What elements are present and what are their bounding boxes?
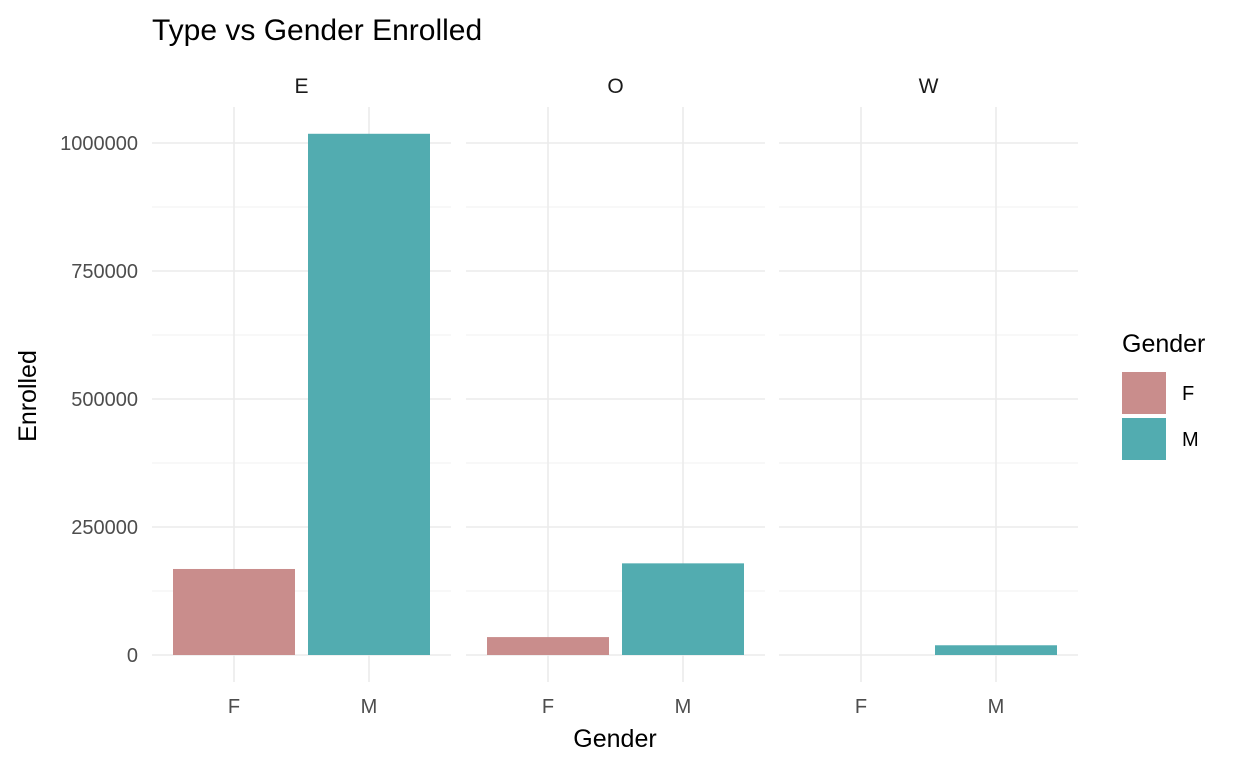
legend-title: Gender bbox=[1122, 330, 1205, 358]
facet-label-O: O bbox=[607, 75, 623, 98]
bar-O-M bbox=[622, 563, 744, 655]
legend-key-M bbox=[1122, 418, 1166, 460]
y-tick-label: 250000 bbox=[71, 517, 138, 539]
y-tick-label: 750000 bbox=[71, 261, 138, 283]
bar-W-M bbox=[935, 645, 1057, 655]
x-tick-label-W-M: M bbox=[988, 696, 1005, 718]
legend: Gender F M bbox=[1122, 330, 1205, 460]
bar-O-F bbox=[487, 637, 609, 655]
facet-label-W: W bbox=[919, 75, 939, 98]
x-tick-label-O-F: F bbox=[542, 696, 554, 718]
x-tick-label-O-M: M bbox=[675, 696, 692, 718]
x-axis-title: Gender bbox=[573, 725, 656, 753]
y-tick-label: 1000000 bbox=[60, 133, 138, 155]
bar-E-F bbox=[173, 568, 295, 655]
y-tick-label: 0 bbox=[127, 645, 138, 667]
chart-title: Type vs Gender Enrolled bbox=[152, 14, 482, 47]
x-tick-label-E-F: F bbox=[228, 696, 240, 718]
facet-panel-E: E F M bbox=[152, 75, 451, 718]
facet-label-E: E bbox=[294, 75, 308, 98]
facet-panel-W: W F M bbox=[779, 75, 1078, 718]
legend-key-F bbox=[1122, 372, 1166, 414]
y-tick-label: 500000 bbox=[71, 389, 138, 411]
legend-label-M: M bbox=[1182, 429, 1199, 451]
x-tick-label-E-M: M bbox=[361, 696, 378, 718]
legend-label-F: F bbox=[1182, 383, 1194, 405]
facet-panels: E F M O F M W F M bbox=[152, 75, 1078, 718]
y-axis: 0 250000 500000 750000 1000000 bbox=[60, 133, 138, 667]
facet-panel-O: O F M bbox=[466, 75, 765, 718]
bar-E-M bbox=[308, 133, 430, 655]
y-axis-title: Enrolled bbox=[14, 350, 42, 442]
x-tick-label-W-F: F bbox=[855, 696, 867, 718]
